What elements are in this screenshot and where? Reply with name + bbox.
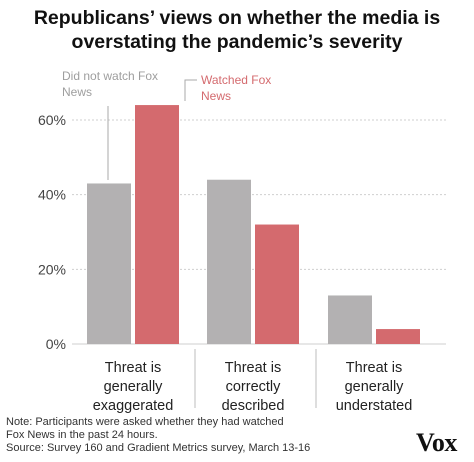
y-tick-label: 60% <box>38 112 66 128</box>
vox-logo: Vox <box>416 428 457 457</box>
y-tick-label: 40% <box>38 187 66 203</box>
source-line: Source: Survey 160 and Gradient Metrics … <box>6 442 311 454</box>
category-label: Threat is <box>225 360 281 376</box>
chart-title-line: Republicans’ views on whether the media … <box>33 7 441 29</box>
note-line: Note: Participants were asked whether th… <box>6 416 284 428</box>
y-tick-label: 0% <box>46 336 66 352</box>
note-line: Fox News in the past 24 hours. <box>6 429 158 441</box>
category-label: correctly <box>226 379 282 395</box>
category-label: exaggerated <box>93 398 174 414</box>
legend-label-did-not-watch: Did not watch Fox <box>62 69 158 83</box>
legend-label-watched: News <box>201 89 231 103</box>
legend-label-did-not-watch: News <box>62 85 92 99</box>
bar <box>135 105 179 344</box>
bar-chart: 0% 20% 40% 60% Threat is generally exaggerated… <box>38 69 446 414</box>
category-label: generally <box>345 379 405 395</box>
chart-title: Republicans’ views on whether the media … <box>0 6 474 54</box>
bar <box>328 295 372 344</box>
bar <box>255 224 299 344</box>
legend-label-watched: Watched Fox <box>201 73 271 87</box>
y-tick-label: 20% <box>38 261 66 277</box>
category-label: described <box>222 398 285 414</box>
bar <box>87 183 131 344</box>
category-label: Threat is <box>105 360 161 376</box>
chart-title-line: overstating the pandemic’s severity <box>71 31 403 53</box>
legend-leader-line <box>184 79 197 101</box>
category-label: generally <box>104 379 164 395</box>
bar <box>376 329 420 344</box>
bar <box>207 179 251 344</box>
category-label: Threat is <box>346 360 402 376</box>
category-label: understated <box>336 398 413 414</box>
footnote: Note: Participants were asked whether th… <box>6 416 310 455</box>
